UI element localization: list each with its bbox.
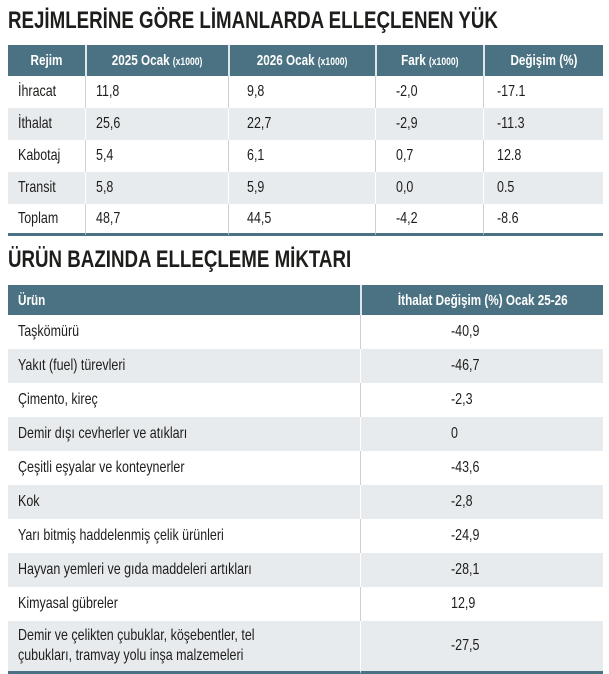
cell-degisim: 0.5 bbox=[483, 172, 603, 204]
cell-urun: Hayvan yemleri ve gıda maddeleri artıkla… bbox=[8, 553, 360, 587]
product-table-header-row: Ürün İthalat Değişim (%) Ocak 25-26 bbox=[8, 285, 603, 315]
table2-title: ÜRÜN BAZINDA ELLEÇLEME MİKTARI bbox=[8, 247, 603, 273]
header-label: 2026 Ocak bbox=[257, 52, 316, 69]
table-row: Çimento, kireç -2,3 bbox=[8, 383, 603, 417]
header-cell-degisim: Değişim (%) bbox=[483, 45, 603, 76]
table-row: Kok -2,8 bbox=[8, 485, 603, 519]
cell-2025: 5,8 bbox=[85, 172, 228, 204]
cell-urun: Demir dışı cevherler ve atıkları bbox=[8, 417, 360, 451]
table1-title: REJİMLERİNE GÖRE LİMANLARDA ELLEÇLENEN Y… bbox=[8, 8, 603, 34]
cell-2025: 11,8 bbox=[85, 76, 228, 108]
cell-fark: 0,0 bbox=[375, 172, 483, 204]
cell-degisim: -17.1 bbox=[483, 76, 603, 108]
table2-title-text: ÜRÜN BAZINDA ELLEÇLEME MİKTARI bbox=[8, 246, 352, 273]
header-label: Rejim bbox=[30, 52, 63, 69]
table-row: Kabotaj 5,4 6,1 0,7 12.8 bbox=[8, 140, 603, 172]
cell-2025: 48,7 bbox=[85, 204, 228, 236]
table-row: Demir ve çelikten çubuklar, köşebentler,… bbox=[8, 621, 603, 674]
header-label: Değişim (%) bbox=[510, 52, 578, 69]
header-suffix: (x1000) bbox=[318, 56, 348, 68]
cell-degisim: -43,6 bbox=[360, 451, 603, 485]
cell-fark: 0,7 bbox=[375, 140, 483, 172]
cell-rejim: İhracat bbox=[18, 83, 57, 100]
table-row: İthalat 25,6 22,7 -2,9 -11.3 bbox=[8, 108, 603, 140]
cell-degisim: -2,3 bbox=[360, 383, 603, 417]
cell-degisim: -28,1 bbox=[360, 553, 603, 587]
header-label: Fark bbox=[401, 52, 427, 69]
header-label: Ürün bbox=[18, 291, 46, 309]
cell-degisim: -40,9 bbox=[360, 315, 603, 349]
cell-urun: Kimyasal gübreler bbox=[18, 595, 118, 612]
cell-urun: Kok bbox=[8, 485, 360, 519]
cell-fark: -2,0 bbox=[375, 76, 483, 108]
cell-degisim: 12,9 bbox=[360, 587, 603, 621]
cell-urun: Çimento, kireç bbox=[18, 391, 98, 408]
cell-urun: Demir ve çelikten çubuklar, köşebentler,… bbox=[8, 621, 360, 674]
header-cell-rejim: Rejim bbox=[8, 45, 85, 76]
header-suffix: (x1000) bbox=[173, 56, 203, 68]
cell-urun: Taşkömürü bbox=[18, 323, 80, 340]
header-cell-2026-ocak: 2026 Ocak (x1000) bbox=[228, 45, 375, 76]
product-table: Ürün İthalat Değişim (%) Ocak 25-26 Taşk… bbox=[8, 285, 603, 674]
cell-degisim: -46,7 bbox=[360, 349, 603, 383]
cell-2026: 5,9 bbox=[228, 172, 375, 204]
cell-degisim: -2,8 bbox=[360, 485, 603, 519]
cell-2026: 44,5 bbox=[228, 204, 375, 236]
cell-rejim: Kabotaj bbox=[18, 147, 61, 164]
regime-table: Rejim 2025 Ocak (x1000) 2026 Ocak (x1000) … bbox=[8, 45, 603, 236]
cell-2025: 25,6 bbox=[85, 108, 228, 140]
table-row: Demir dışı cevherler ve atıkları 0 bbox=[8, 417, 603, 451]
cell-degisim: 12.8 bbox=[483, 140, 603, 172]
table-row: Yarı bitmiş haddelenmiş çelik ürünleri -… bbox=[8, 519, 603, 553]
table-row: Transit 5,8 5,9 0,0 0.5 bbox=[8, 172, 603, 204]
cell-2026: 6,1 bbox=[228, 140, 375, 172]
header-cell-2025-ocak: 2025 Ocak (x1000) bbox=[85, 45, 228, 76]
table-row: İhracat 11,8 9,8 -2,0 -17.1 bbox=[8, 76, 603, 108]
cell-degisim: -24,9 bbox=[360, 519, 603, 553]
cell-degisim: -8.6 bbox=[483, 204, 603, 236]
table-row: Kimyasal gübreler 12,9 bbox=[8, 587, 603, 621]
header-cell-urun: Ürün bbox=[8, 285, 360, 315]
header-label: İthalat Değişim (%) Ocak 25-26 bbox=[397, 291, 568, 309]
cell-rejim: İthalat bbox=[8, 108, 85, 140]
table-row: Taşkömürü -40,9 bbox=[8, 315, 603, 349]
table1-title-text: REJİMLERİNE GÖRE LİMANLARDA ELLEÇLENEN Y… bbox=[8, 7, 498, 34]
cell-2025: 5,4 bbox=[85, 140, 228, 172]
cell-urun: Çeşitli eşyalar ve konteynerler bbox=[18, 459, 185, 476]
cell-urun: Yakıt (fuel) türevleri bbox=[8, 349, 360, 383]
header-cell-ithalat-degisim: İthalat Değişim (%) Ocak 25-26 bbox=[360, 285, 603, 315]
cell-fark: -2,9 bbox=[375, 108, 483, 140]
cell-degisim: -11.3 bbox=[483, 108, 603, 140]
cell-2026: 9,8 bbox=[228, 76, 375, 108]
table-row: Çeşitli eşyalar ve konteynerler -43,6 bbox=[8, 451, 603, 485]
cell-degisim: 0 bbox=[360, 417, 603, 451]
table-row-total: Toplam 48,7 44,5 -4,2 -8.6 bbox=[8, 204, 603, 236]
cell-rejim: Transit bbox=[8, 172, 85, 204]
cell-rejim: Toplam bbox=[8, 204, 85, 236]
header-cell-fark: Fark (x1000) bbox=[375, 45, 483, 76]
cell-2026: 22,7 bbox=[228, 108, 375, 140]
header-suffix: (x1000) bbox=[429, 56, 459, 68]
cell-urun: Yarı bitmiş haddelenmiş çelik ürünleri bbox=[18, 527, 224, 544]
table-row: Yakıt (fuel) türevleri -46,7 bbox=[8, 349, 603, 383]
cell-degisim: -27,5 bbox=[360, 621, 603, 674]
table-row: Hayvan yemleri ve gıda maddeleri artıkla… bbox=[8, 553, 603, 587]
header-label: 2025 Ocak bbox=[112, 52, 171, 69]
cell-fark: -4,2 bbox=[375, 204, 483, 236]
regime-table-header-row: Rejim 2025 Ocak (x1000) 2026 Ocak (x1000) … bbox=[8, 45, 603, 76]
